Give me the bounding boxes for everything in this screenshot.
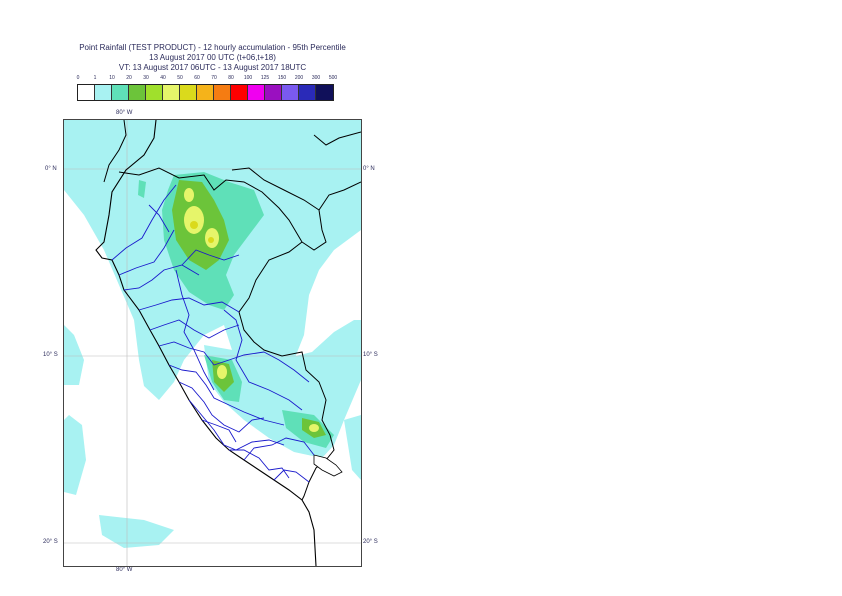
legend-swatch xyxy=(78,85,95,100)
top-longitude-label: 80° W xyxy=(116,110,133,116)
legend-swatch xyxy=(316,85,333,100)
rain-area-south xyxy=(99,515,174,548)
rain-yellow-3 xyxy=(184,188,194,202)
legend-threshold-label: 50 xyxy=(177,75,183,81)
region-border-17 xyxy=(148,204,170,233)
lake-titicaca xyxy=(313,454,343,477)
legend-threshold-label: 125 xyxy=(260,75,270,81)
legend-swatch xyxy=(112,85,129,100)
rain-lime-1 xyxy=(190,221,198,229)
legend-swatch xyxy=(180,85,197,100)
region-border-9 xyxy=(188,399,285,451)
legend-threshold-label: 30 xyxy=(143,75,149,81)
title-line-2: 13 August 2017 00 UTC (t+06,t+18) xyxy=(149,53,276,62)
region-border-6 xyxy=(158,341,265,366)
region-border-13 xyxy=(273,469,310,483)
legend-swatch xyxy=(95,85,112,100)
legend-swatch xyxy=(265,85,282,100)
region-border-11 xyxy=(229,449,290,479)
region-border-5 xyxy=(149,319,240,339)
rain-mid-tiny xyxy=(138,180,146,198)
border-top-north xyxy=(313,131,361,146)
legend-threshold-label: 70 xyxy=(211,75,217,81)
region-border-16 xyxy=(263,351,310,383)
lat-label-left-0: 0° N xyxy=(45,166,57,172)
title-line-3: VT: 13 August 2017 06UTC - 13 August 201… xyxy=(118,63,307,72)
rain-area-east-edge xyxy=(344,415,361,480)
rain-field-lime xyxy=(190,221,214,243)
legend-threshold-label: 0 xyxy=(76,75,80,81)
lat-label-left-10: 10° S xyxy=(43,352,58,358)
legend-labels: 0 1 10 20 30 40 50 60 70 80 100 125 150 200 300 500 xyxy=(77,75,347,84)
regional-borders xyxy=(111,184,315,483)
region-border-12 xyxy=(243,437,315,461)
region-border-15 xyxy=(223,309,303,411)
legend-threshold-label: 300 xyxy=(311,75,321,81)
border-colombia-brazil xyxy=(231,167,327,251)
graticule xyxy=(64,120,361,566)
bottom-longitude-label: 80° W xyxy=(116,567,133,573)
map-title: Point Rainfall (TEST PRODUCT) - 12 hourl… xyxy=(40,43,385,73)
legend-threshold-label: 40 xyxy=(160,75,166,81)
legend-swatch xyxy=(282,85,299,100)
legend-swatch xyxy=(231,85,248,100)
legend-swatch xyxy=(146,85,163,100)
legend-threshold-label: 80 xyxy=(228,75,234,81)
rain-area-west-strip xyxy=(64,325,84,385)
national-borders xyxy=(103,120,361,501)
rain-area-west-south xyxy=(64,415,86,495)
legend-swatch xyxy=(129,85,146,100)
legend-swatch xyxy=(248,85,265,100)
rain-yellow-4 xyxy=(217,365,227,379)
legend-swatch xyxy=(299,85,316,100)
lat-label-left-20: 20° S xyxy=(43,539,58,545)
region-border-10 xyxy=(201,419,237,443)
region-border-14 xyxy=(175,269,215,391)
rain-lime-2 xyxy=(208,237,214,243)
border-colombia-ecuador xyxy=(118,167,303,243)
legend-threshold-label: 150 xyxy=(277,75,287,81)
legend-threshold-label: 10 xyxy=(109,75,115,81)
region-border-1 xyxy=(111,184,177,261)
region-border-3 xyxy=(123,264,200,291)
rain-yellow-1 xyxy=(184,206,204,234)
legend-threshold-label: 20 xyxy=(126,75,132,81)
legend-swatch xyxy=(163,85,180,100)
legend-threshold-label: 500 xyxy=(328,75,338,81)
lat-label-right-0: 0° N xyxy=(363,166,375,172)
legend-threshold-label: 60 xyxy=(194,75,200,81)
region-border-4 xyxy=(138,297,240,313)
legend-swatch xyxy=(197,85,214,100)
title-line-1: Point Rainfall (TEST PRODUCT) - 12 hourl… xyxy=(79,43,346,52)
legend-bar xyxy=(77,84,334,101)
legend-threshold-label: 100 xyxy=(243,75,253,81)
lat-label-right-10: 10° S xyxy=(363,352,378,358)
region-border-8 xyxy=(178,381,265,433)
color-legend: 0 1 10 20 30 40 50 60 70 80 100 125 150 200 300 500 xyxy=(77,75,347,103)
rain-yellow-5 xyxy=(309,424,319,432)
map-panel[interactable] xyxy=(63,119,362,567)
legend-swatch xyxy=(214,85,231,100)
legend-threshold-label: 1 xyxy=(93,75,97,81)
border-peru-brazil xyxy=(238,241,335,461)
region-border-7 xyxy=(168,364,285,426)
lat-label-right-20: 20° S xyxy=(363,539,378,545)
rainfall-map-svg xyxy=(64,120,361,566)
region-border-2 xyxy=(118,229,175,276)
border-colombia-venezuela xyxy=(318,181,361,211)
legend-threshold-label: 200 xyxy=(294,75,304,81)
region-border-18 xyxy=(181,249,240,266)
border-west-north xyxy=(103,120,127,183)
rain-field-yellow xyxy=(184,188,319,432)
